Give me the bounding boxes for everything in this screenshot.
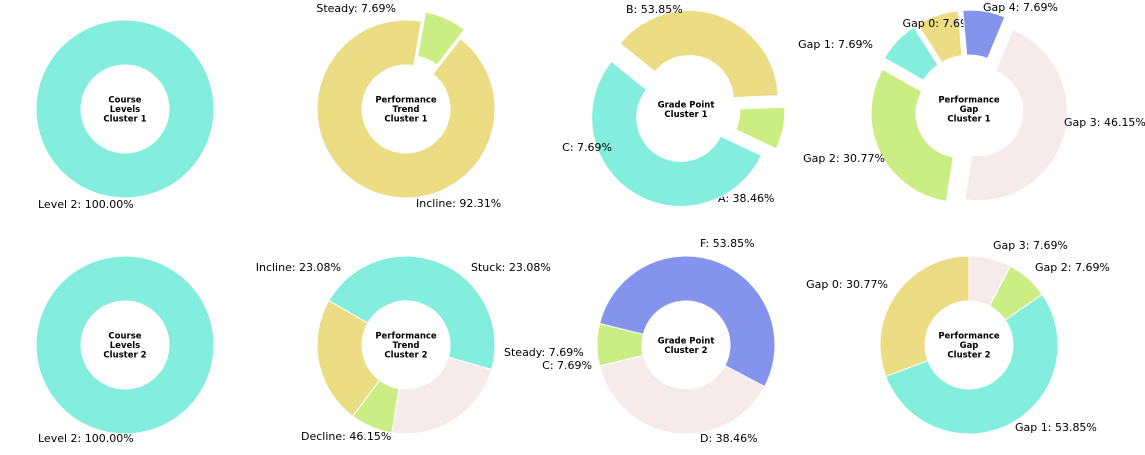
slice-label: Gap 1: 53.85% bbox=[1015, 421, 1097, 434]
donut-slice bbox=[879, 255, 970, 378]
donut-slice bbox=[35, 255, 215, 435]
slice-label: Gap 3: 7.69% bbox=[993, 239, 1068, 252]
donut-slice bbox=[598, 354, 766, 435]
donut-slice bbox=[883, 26, 939, 82]
donut-chart: Decline: 46.15% Incline: 23.08% Steady: 7.… bbox=[256, 255, 584, 443]
slice-label: Level 2: 100.00% bbox=[38, 432, 134, 445]
donut-chart: Gap 0: 7.69% Gap 1: 7.69% Gap 2: 30.77% Gap… bbox=[798, 1, 1145, 202]
donut-chart: Gap 0: 30.77% Gap 1: 53.85% Gap 2: 7.69% Ga… bbox=[806, 239, 1110, 435]
slice-label: F: 53.85% bbox=[700, 237, 755, 250]
donut-slice bbox=[391, 356, 493, 435]
center-label: Performance Gap Cluster 2 bbox=[938, 332, 1000, 361]
donut-slice bbox=[316, 19, 496, 199]
center-label: Performance Trend Cluster 1 bbox=[375, 96, 437, 125]
slice-label: Level 2: 100.00% bbox=[38, 198, 134, 211]
center-label: Performance Gap Cluster 1 bbox=[938, 96, 1000, 125]
donut-slice bbox=[964, 28, 1069, 202]
donut-slice bbox=[917, 10, 963, 64]
center-label: Performance Trend Cluster 2 bbox=[375, 332, 437, 361]
slice-label: C: 7.69% bbox=[562, 141, 612, 154]
slice-label: A: 38.46% bbox=[718, 192, 774, 205]
donut-slice bbox=[968, 255, 1012, 307]
donut-slice bbox=[734, 106, 786, 150]
donut-slice bbox=[885, 293, 1059, 435]
slice-label: Gap 0: 7.69% bbox=[903, 17, 978, 30]
slice-label: Gap 0: 30.77% bbox=[806, 278, 888, 291]
slice-label: Gap 2: 7.69% bbox=[1035, 261, 1110, 274]
slice-label: Gap 2: 30.77% bbox=[803, 152, 885, 165]
donut-slice bbox=[591, 60, 762, 207]
center-label: Course Levels Cluster 2 bbox=[103, 332, 146, 361]
slice-label: Gap 1: 7.69% bbox=[798, 38, 873, 51]
donut-slice bbox=[328, 255, 496, 371]
donut-chart: A: 38.46% B: 53.85% C: 7.69% Grade Point Clu… bbox=[562, 3, 786, 207]
slice-label: Gap 3: 46.15% bbox=[1064, 116, 1145, 129]
donut-chart: Level 2: 100.00% Course Levels Cluster 2 bbox=[35, 255, 215, 445]
donut-slice bbox=[417, 11, 466, 66]
donut-slice bbox=[962, 9, 1006, 60]
slice-label: D: 38.46% bbox=[700, 432, 758, 445]
donut-slice bbox=[316, 300, 381, 417]
slice-label: Steady: 7.69% bbox=[316, 2, 396, 15]
slice-label: Gap 4: 7.69% bbox=[983, 1, 1058, 14]
slice-label: Stuck: 23.08% bbox=[471, 261, 551, 274]
donut-chart: C: 7.69% D: 38.46% F: 53.85% Grade Point Clu… bbox=[542, 237, 776, 445]
slice-label: Decline: 46.15% bbox=[301, 430, 391, 443]
donut-slice bbox=[599, 255, 776, 388]
slice-label: C: 7.69% bbox=[542, 359, 592, 372]
donut-slice bbox=[35, 19, 215, 199]
donut-chart: Level 2: 100.00% Course Levels Cluster 1 bbox=[35, 19, 215, 211]
donut-slice bbox=[870, 68, 954, 202]
center-label: Grade Point Cluster 2 bbox=[658, 336, 715, 356]
donut-slice bbox=[619, 10, 779, 99]
center-label: Grade Point Cluster 1 bbox=[658, 100, 715, 120]
slice-label: B: 53.85% bbox=[626, 3, 683, 16]
donut-chart: Incline: 92.31% Steady: 7.69% Performance T… bbox=[316, 2, 501, 210]
slice-label: Steady: 7.69% bbox=[504, 346, 584, 359]
slice-label: Incline: 23.08% bbox=[256, 261, 341, 274]
center-label: Course Levels Cluster 1 bbox=[103, 96, 146, 125]
slice-label: Incline: 92.31% bbox=[416, 197, 501, 210]
